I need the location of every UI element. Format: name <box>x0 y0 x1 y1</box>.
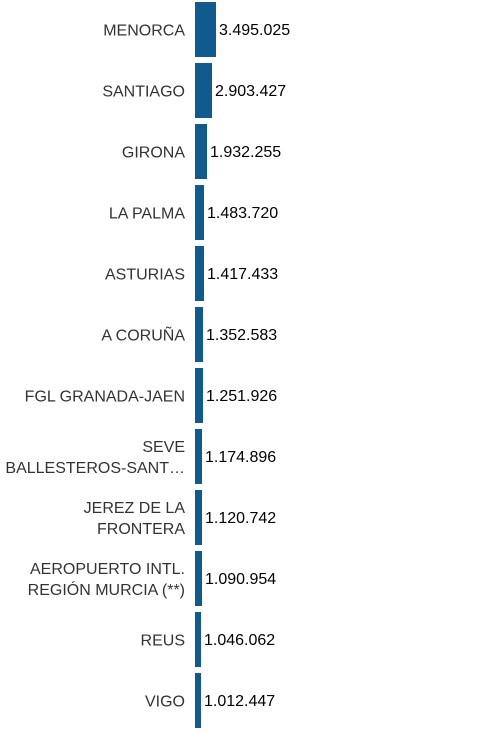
bar-row: MENORCA 3.495.025 <box>0 0 496 61</box>
category-label: FGL GRANADA-JAEN <box>1 386 185 407</box>
bar-row: A CORUÑA 1.352.583 <box>0 305 496 366</box>
value-label: 1.251.926 <box>206 387 278 405</box>
category-label: AEROPUERTO INTL. REGIÓN MURCIA (**) <box>1 559 185 601</box>
category-label-line: VIGO <box>144 693 185 710</box>
value-label: 2.903.427 <box>215 82 287 100</box>
category-label-line: MENORCA <box>103 22 185 39</box>
category-label-line: REGIÓN MURCIA (**) <box>27 581 185 599</box>
category-label-line: BALLESTEROS-SANT… <box>5 459 185 477</box>
bar-row: AEROPUERTO INTL. REGIÓN MURCIA (**) 1.090.… <box>0 549 496 610</box>
bar-row: VIGO 1.012.447 <box>0 671 496 732</box>
category-label-line: REUS <box>140 632 185 649</box>
category-label: GIRONA <box>1 142 185 163</box>
value-label: 1.120.742 <box>205 509 277 527</box>
category-label-line: SANTIAGO <box>102 83 185 100</box>
bar <box>195 551 202 606</box>
category-label: REUS <box>1 630 185 651</box>
axis-line <box>194 0 196 730</box>
bar-row: REUS 1.046.062 <box>0 610 496 671</box>
value-label: 1.090.954 <box>205 570 277 588</box>
category-label: LA PALMA <box>1 203 185 224</box>
bar <box>195 185 204 240</box>
bar-row: GIRONA 1.932.255 <box>0 122 496 183</box>
bar <box>195 124 207 179</box>
bar <box>195 429 202 484</box>
category-label: MENORCA <box>1 20 185 41</box>
category-label-line: SEVE <box>142 438 185 456</box>
bar <box>195 612 201 667</box>
value-label: 1.174.896 <box>205 448 277 466</box>
category-label: ASTURIAS <box>1 264 185 285</box>
category-label: A CORUÑA <box>1 325 185 346</box>
bar <box>195 246 204 301</box>
bar <box>195 673 201 728</box>
bar-row: FGL GRANADA-JAEN 1.251.926 <box>0 366 496 427</box>
value-label: 1.932.255 <box>210 143 282 161</box>
value-label: 3.495.025 <box>219 21 291 39</box>
bar <box>195 307 203 362</box>
category-label-line: ASTURIAS <box>104 266 185 283</box>
bar-row: SEVE BALLESTEROS-SANT… 1.174.896 <box>0 427 496 488</box>
value-label: 1.012.447 <box>204 692 276 710</box>
category-label-line: A CORUÑA <box>101 327 185 344</box>
category-label-line: JEREZ DE LA <box>83 499 185 517</box>
category-label-line: FRONTERA <box>97 520 185 538</box>
category-label: VIGO <box>1 691 185 712</box>
category-label: SEVE BALLESTEROS-SANT… <box>1 437 185 479</box>
bar-row: SANTIAGO 2.903.427 <box>0 61 496 122</box>
value-label: 1.046.062 <box>204 631 276 649</box>
bar-row: ASTURIAS 1.417.433 <box>0 244 496 305</box>
category-label-line: FGL GRANADA-JAEN <box>24 388 185 405</box>
bar-row: JEREZ DE LA FRONTERA 1.120.742 <box>0 488 496 549</box>
category-label: SANTIAGO <box>1 81 185 102</box>
value-label: 1.417.433 <box>207 265 279 283</box>
bar <box>195 63 212 118</box>
bar <box>195 368 203 423</box>
bar <box>195 2 216 57</box>
category-label-line: LA PALMA <box>108 205 185 222</box>
category-label: JEREZ DE LA FRONTERA <box>1 498 185 540</box>
value-label: 1.483.720 <box>207 204 279 222</box>
category-label-line: GIRONA <box>121 144 185 161</box>
value-label: 1.352.583 <box>206 326 278 344</box>
category-label-line: AEROPUERTO INTL. <box>30 560 185 578</box>
bar-row: LA PALMA 1.483.720 <box>0 183 496 244</box>
bar <box>195 490 202 545</box>
